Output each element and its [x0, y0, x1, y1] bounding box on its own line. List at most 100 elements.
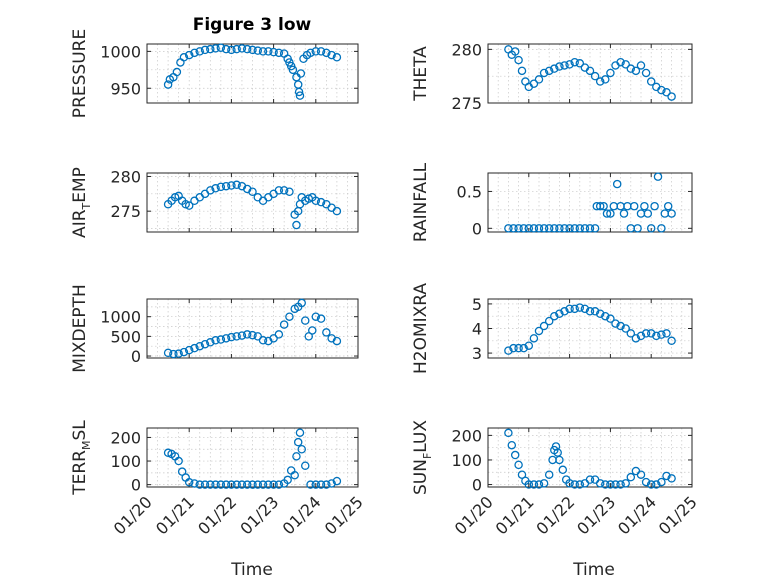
data-point — [641, 329, 651, 338]
data-point — [657, 477, 666, 487]
x-axis-label-left: Time — [230, 560, 273, 580]
data-point — [667, 209, 676, 218]
data-point — [258, 47, 268, 56]
data-point — [227, 480, 236, 489]
subplot-theta: 275 280 THETA — [411, 40, 693, 113]
data-point — [539, 479, 549, 488]
data-point — [544, 224, 554, 233]
data-point — [611, 319, 620, 328]
data-point — [163, 80, 173, 89]
data-point — [216, 480, 226, 489]
y-axis-label: SUNFLUX — [411, 420, 434, 495]
data-point — [221, 334, 231, 343]
data-point — [227, 181, 236, 190]
data-point — [544, 66, 554, 76]
data-point — [504, 224, 513, 233]
data-point — [200, 339, 210, 349]
data-point — [626, 64, 636, 73]
data-point — [279, 186, 289, 195]
data-point — [612, 179, 622, 189]
data-point — [227, 332, 236, 342]
data-point — [300, 316, 310, 325]
data-point — [274, 186, 284, 195]
data-point — [190, 479, 199, 488]
data-point — [636, 61, 646, 70]
data-point — [519, 343, 528, 353]
data-point — [311, 312, 321, 321]
data-point — [570, 224, 579, 233]
data-point — [565, 60, 574, 69]
data-point — [550, 224, 559, 233]
data-point — [514, 460, 523, 470]
data-point — [211, 184, 220, 193]
data-point — [585, 224, 595, 233]
data-point — [184, 345, 194, 355]
data-point — [626, 472, 636, 482]
y-tick-label: 275 — [451, 94, 482, 113]
data-point — [514, 224, 523, 233]
data-point — [590, 307, 600, 316]
data-point — [534, 224, 544, 233]
y-tick-label: 280 — [110, 167, 141, 186]
data-point — [221, 181, 231, 191]
axes-box — [146, 172, 359, 233]
data-point — [667, 336, 676, 346]
y-tick-label: 0.5 — [457, 182, 482, 201]
data-point — [555, 62, 564, 71]
data-point — [560, 307, 569, 316]
data-point — [200, 45, 210, 55]
y-axis-label: PRESSURE — [70, 29, 90, 118]
data-point — [570, 57, 579, 67]
subplot-h2omixra: 3 4 5 H2OMIXRA — [411, 283, 693, 374]
data-point — [662, 471, 671, 481]
data-point — [285, 187, 294, 196]
x-axis-label-right: Time — [572, 560, 615, 580]
data-point — [306, 480, 315, 489]
data-point — [631, 66, 641, 76]
data-point — [327, 479, 336, 488]
data-point — [595, 479, 605, 488]
axes-box — [146, 427, 359, 488]
data-point — [288, 65, 298, 75]
data-point — [169, 349, 178, 359]
data-point — [332, 336, 342, 346]
data-point — [599, 201, 608, 211]
y-tick-label: 950 — [110, 79, 141, 98]
data-point — [311, 196, 321, 206]
data-point — [606, 68, 615, 78]
data-point — [237, 44, 247, 53]
data-point — [269, 47, 278, 57]
data-point — [248, 187, 257, 196]
data-point — [292, 220, 301, 230]
data-point — [316, 480, 326, 489]
data-point — [216, 43, 226, 52]
data-point — [322, 480, 331, 489]
data-point — [646, 224, 656, 233]
data-point — [602, 209, 612, 218]
data-point — [190, 48, 199, 58]
data-point — [662, 88, 671, 97]
data-point — [558, 465, 568, 475]
data-point — [551, 442, 561, 451]
data-point — [585, 66, 595, 76]
data-point — [292, 452, 301, 461]
data-point — [232, 180, 241, 190]
y-axis-label: MIXDEPTH — [70, 284, 90, 373]
data-point — [570, 304, 579, 314]
data-point — [555, 224, 564, 233]
data-point — [619, 209, 629, 218]
data-point — [184, 478, 194, 487]
data-point — [514, 55, 523, 65]
data-point — [507, 440, 517, 450]
data-point — [544, 316, 554, 326]
subplot-pressure: 950 1000 PRESSURE — [70, 29, 359, 118]
data-point — [621, 479, 630, 488]
data-point — [211, 44, 220, 53]
data-point — [504, 428, 513, 438]
data-point — [616, 321, 625, 331]
data-point — [295, 428, 305, 437]
data-point — [601, 75, 610, 84]
data-point — [332, 476, 342, 486]
